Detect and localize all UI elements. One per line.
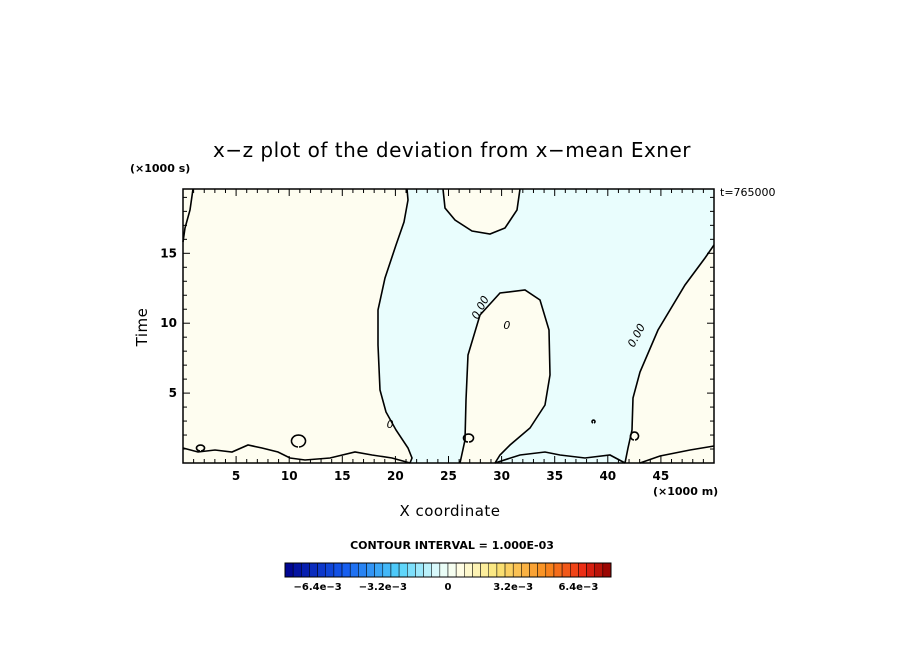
colorbar-swatch [578,562,587,578]
colorbar-swatch [439,562,449,578]
contour-line [182,444,411,464]
colorbar-swatch [455,562,465,578]
colorbar-swatch [358,562,367,578]
colorbar-swatch [464,562,473,578]
colorbar-swatch [529,562,538,578]
colorbar-swatch [382,562,392,578]
colorbar-swatch [594,562,604,578]
contour-line [442,188,521,235]
chart-title: x−z plot of the deviation from x−mean Ex… [212,138,691,162]
contour-line [459,289,551,464]
colorbar-swatch [447,562,457,578]
contour-line [591,419,596,424]
x-tick-label: 10 [281,469,298,483]
colorbar-swatch [309,562,318,578]
contour-line [629,431,640,441]
x-tick-label: 25 [440,469,457,483]
colorbar-tick-label: 0 [445,582,452,593]
colorbar-swatch [349,562,359,578]
colorbar-tick-label: −6.4e−3 [293,582,341,593]
colorbar-swatch [325,562,335,578]
contour-line [494,451,626,464]
contour-line [624,244,715,464]
colorbar-swatch [602,562,612,578]
colorbar-swatch [570,562,579,578]
contour-labels: 0.00 0 0.00 0 [387,294,648,431]
x-tick-label: 45 [653,469,670,483]
time-label: t=765000 [720,186,776,199]
y-tick-label: 15 [160,246,177,260]
x-axis-ticks: 5 10 15 20 25 30 35 40 45 [193,189,704,483]
colorbar-swatch [480,562,490,578]
colorbar-swatch [472,562,481,578]
contour-line [195,444,206,452]
colorbar-swatch [390,562,400,578]
colorbar-swatch [561,562,571,578]
y-tick-label: 5 [169,386,177,400]
x-tick-label: 30 [493,469,510,483]
colorbar-swatch [423,562,432,578]
colorbar-swatch [504,562,514,578]
contour-lines [182,188,715,464]
y-axis-ticks: 5 10 15 [160,196,714,450]
colorbar-swatch [333,562,343,578]
colorbar-swatch [545,562,555,578]
colorbar-swatch [586,562,595,578]
colorbar-swatch [407,562,416,578]
x-tick-label: 35 [546,469,563,483]
colorbar-swatch [301,562,310,578]
colorbar-frame [284,562,612,578]
x-tick-label: 5 [232,469,240,483]
colorbar-swatch [537,562,547,578]
colorbar-swatch [292,562,302,578]
contour-line [377,188,413,464]
colorbar-swatch [415,562,424,578]
contour-label: 0.00 [625,322,648,350]
colorbar: −6.4e−3 −3.2e−3 0 3.2e−3 6.4e−3 [284,562,612,593]
contour-line [290,434,307,448]
colorbar-tick-label: 3.2e−3 [493,582,533,593]
positive-region [183,189,714,463]
contour-label: 0.00 [469,294,492,322]
colorbar-swatch [553,562,563,578]
y-axis-unit: (×1000 s) [130,162,191,175]
colorbar-swatch [488,562,498,578]
y-axis-label: Time [133,307,151,347]
colorbar-swatch [398,562,408,578]
plot-frame [182,188,715,464]
negative-region-main [378,189,714,463]
colorbar-swatch [374,562,384,578]
contour-line [182,188,194,243]
colorbar-swatch [512,562,522,578]
colorbar-swatch [521,562,530,578]
x-tick-label: 40 [599,469,616,483]
colorbar-swatch [317,562,327,578]
contour-label: 0 [387,418,394,431]
colorbar-swatch [284,562,294,578]
colorbar-swatch [496,562,506,578]
colorbar-swatch [341,562,351,578]
colorbar-tick-label: 6.4e−3 [558,582,598,593]
x-axis-unit: (×1000 m) [653,485,719,498]
colorbar-swatch [366,562,375,578]
colorbar-tick-label: −3.2e−3 [359,582,407,593]
y-tick-label: 10 [160,316,177,330]
contour-line [639,445,715,464]
contour-interval-label: CONTOUR INTERVAL = 1.000E-03 [350,539,554,552]
x-axis-label: X coordinate [399,502,501,520]
contour-label: 0 [503,319,510,332]
colorbar-swatch [431,562,441,578]
x-tick-label: 15 [334,469,351,483]
x-tick-label: 20 [387,469,404,483]
contour-line [462,433,475,443]
